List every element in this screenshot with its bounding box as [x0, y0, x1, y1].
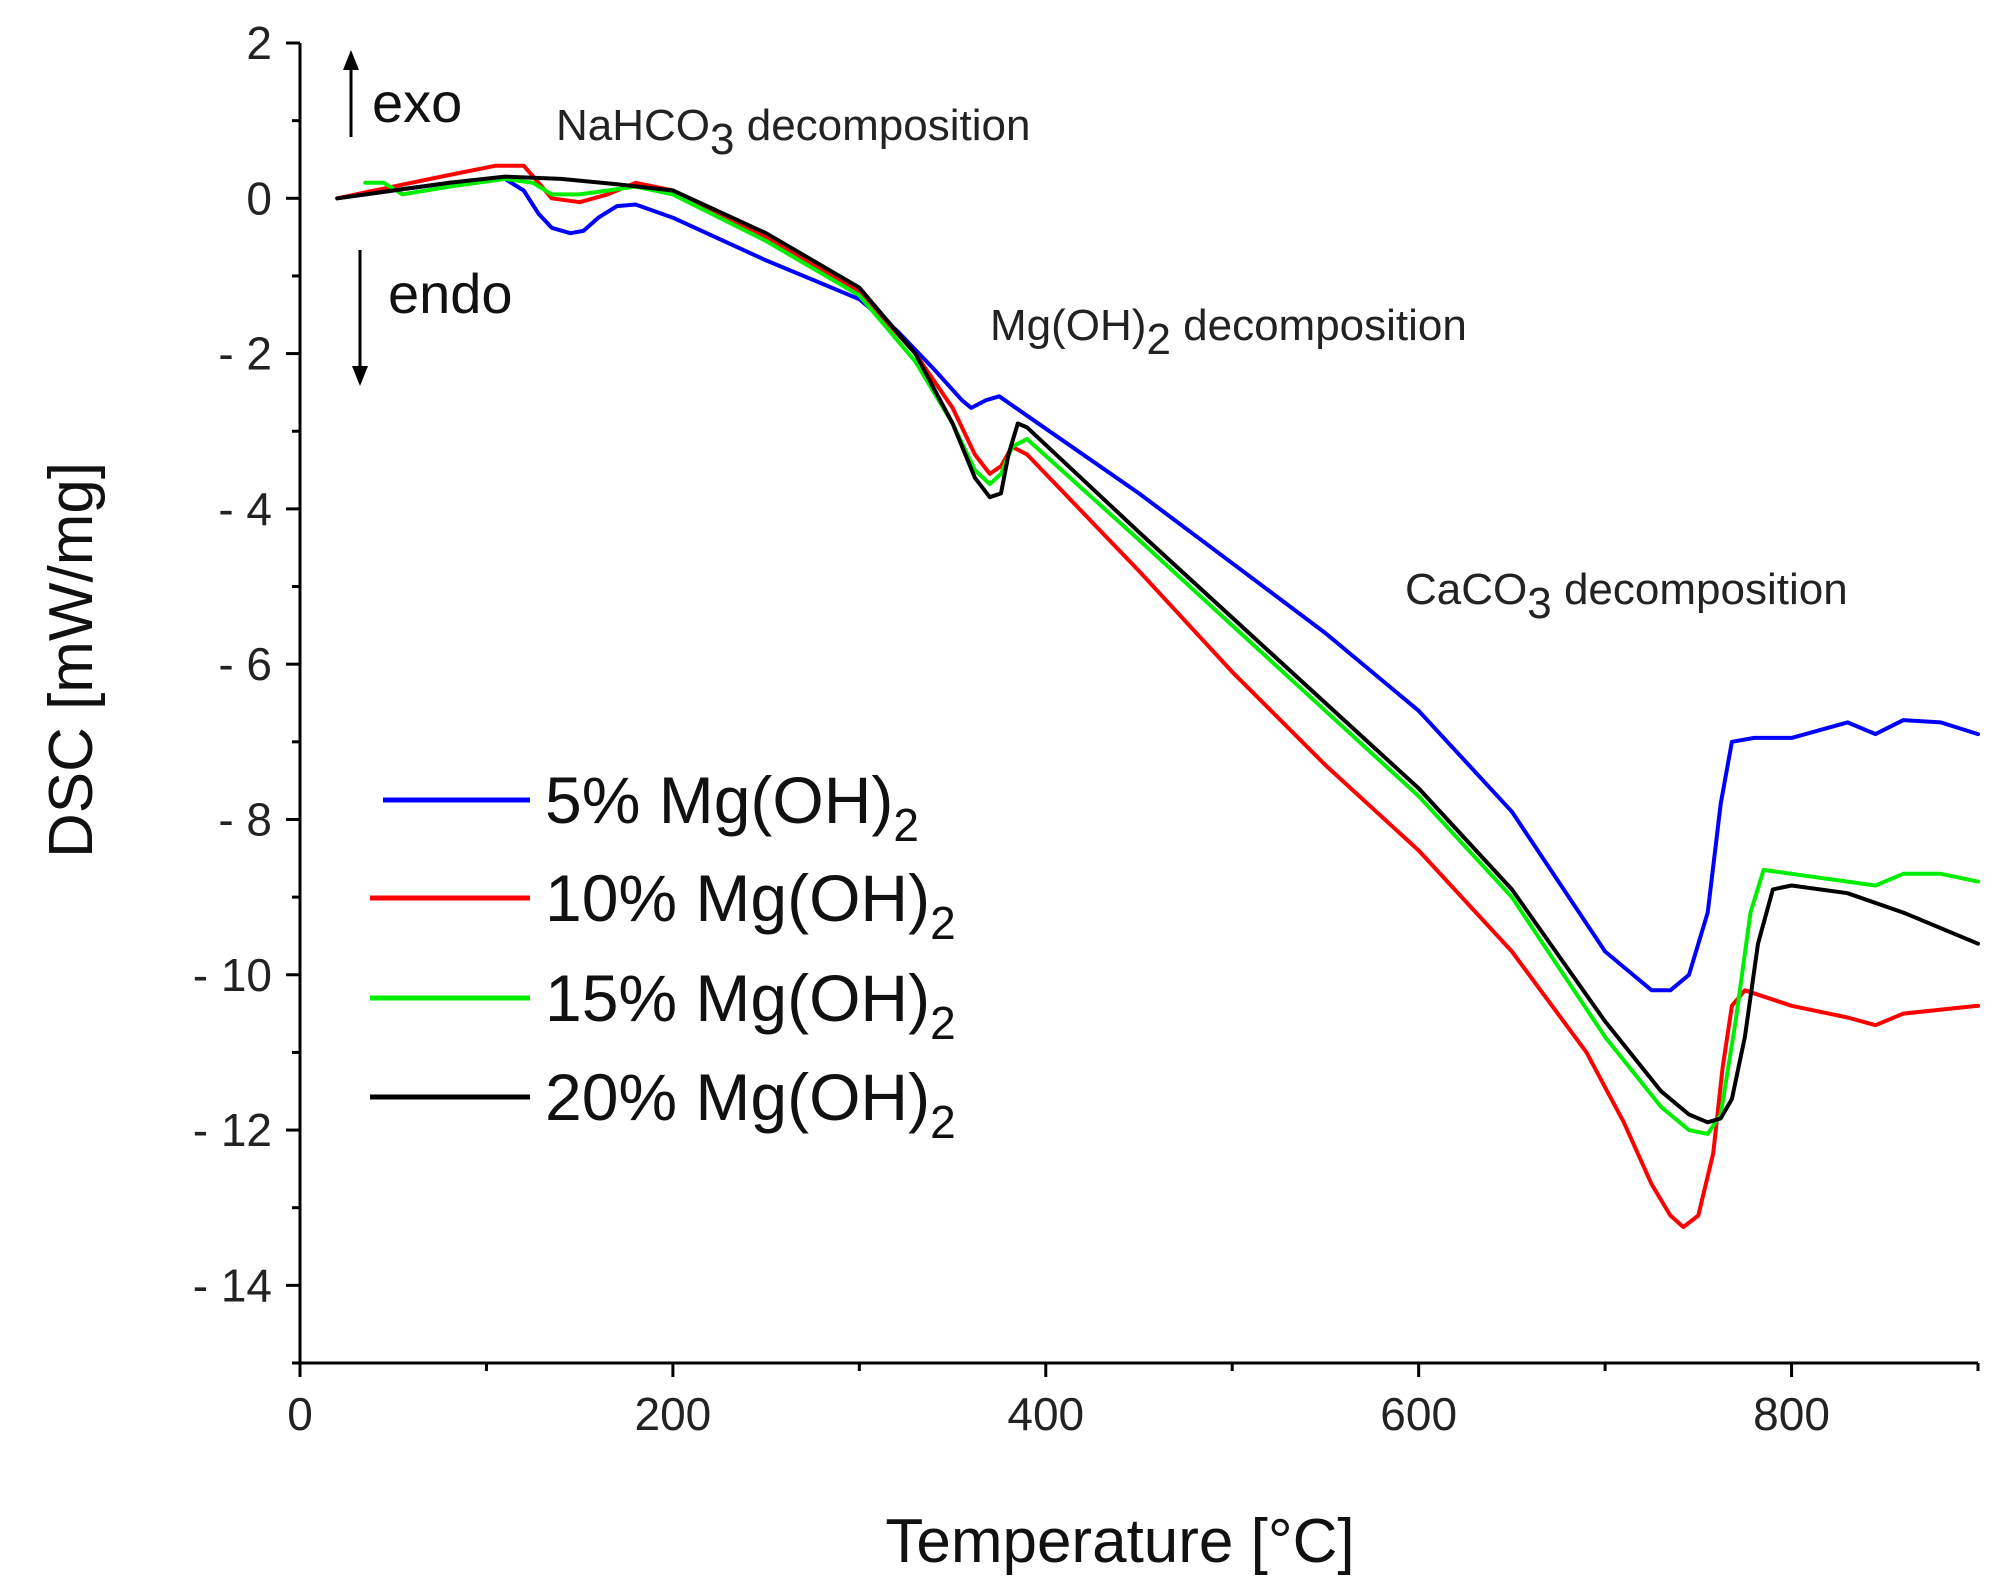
legend-item: 20% Mg(OH)2: [370, 1060, 956, 1148]
annotation-nahco3-main: NaHCO: [556, 101, 710, 150]
y-tick-label: - 8: [218, 793, 272, 845]
x-ticks: 0 200 400 600 800: [287, 1363, 1980, 1440]
annotation-mgoh2-sub: 2: [1146, 315, 1170, 364]
x-tick-label: 200: [635, 1388, 712, 1440]
x-axis-title: Temperature [°C]: [885, 1507, 1354, 1576]
legend-item: 15% Mg(OH)2: [370, 961, 956, 1049]
annotation-nahco3-rest: decomposition: [735, 101, 1031, 150]
x-tick-label: 400: [1007, 1388, 1084, 1440]
series-line-0: [335, 176, 1980, 993]
series-line-1: [335, 163, 1980, 1230]
svg-text:10% Mg(OH)2: 10% Mg(OH)2: [545, 861, 956, 949]
y-tick-label: - 10: [193, 949, 272, 1001]
y-tick-label: - 4: [218, 483, 272, 535]
series-line-2: [363, 176, 1980, 1136]
legend-item: 5% Mg(OH)2: [383, 763, 919, 851]
series-line-3: [335, 174, 1980, 1125]
legend-item: 10% Mg(OH)2: [370, 861, 956, 949]
annotation-caco3-rest: decomposition: [1552, 565, 1848, 614]
annotation-caco3-sub: 3: [1527, 579, 1551, 628]
exo-arrow-icon: [343, 50, 359, 137]
legend-label-5: 5% Mg(OH): [545, 763, 893, 837]
legend-sub-5: 2: [893, 799, 919, 851]
y-tick-label: - 6: [218, 638, 272, 690]
y-tick-label: - 14: [193, 1259, 272, 1311]
legend: 5% Mg(OH)2 10% Mg(OH)2 15% Mg(OH)2 20% M…: [370, 763, 956, 1148]
y-tick-label: - 2: [218, 328, 272, 380]
annotation-nahco3-sub: 3: [710, 115, 734, 164]
y-tick-label: - 12: [193, 1104, 272, 1156]
series-lines: [335, 163, 1980, 1230]
endo-label: endo: [388, 262, 513, 325]
legend-label-15: 15% Mg(OH): [545, 961, 930, 1035]
y-tick-label: 0: [246, 172, 272, 224]
y-ticks: 2 0 - 2 - 4 - 6 - 8 - 10 - 12 - 14: [193, 17, 300, 1365]
annotation-mgoh2: Mg(OH)2 decomposition: [990, 301, 1467, 364]
legend-label-20: 20% Mg(OH): [545, 1060, 930, 1134]
y-tick-label: 2: [246, 17, 272, 69]
annotation-mgoh2-rest: decomposition: [1171, 301, 1467, 350]
legend-sub-10: 2: [930, 897, 956, 949]
y-axis-title: DSC [mW/mg]: [37, 462, 106, 858]
endo-arrow-icon: [352, 250, 368, 386]
x-tick-label: 0: [287, 1388, 313, 1440]
legend-sub-15: 2: [930, 997, 956, 1049]
svg-text:20% Mg(OH)2: 20% Mg(OH)2: [545, 1060, 956, 1148]
x-tick-label: 800: [1753, 1388, 1830, 1440]
annotation-mgoh2-main: Mg(OH): [990, 301, 1146, 350]
annotation-nahco3: NaHCO3 decomposition: [556, 101, 1030, 164]
legend-label-10: 10% Mg(OH): [545, 861, 930, 935]
svg-text:15% Mg(OH)2: 15% Mg(OH)2: [545, 961, 956, 1049]
exo-label: exo: [372, 71, 462, 134]
annotation-caco3-main: CaCO: [1405, 565, 1527, 614]
legend-sub-20: 2: [930, 1096, 956, 1148]
x-tick-label: 600: [1380, 1388, 1457, 1440]
annotation-caco3: CaCO3 decomposition: [1405, 565, 1848, 628]
svg-text:5% Mg(OH)2: 5% Mg(OH)2: [545, 763, 919, 851]
